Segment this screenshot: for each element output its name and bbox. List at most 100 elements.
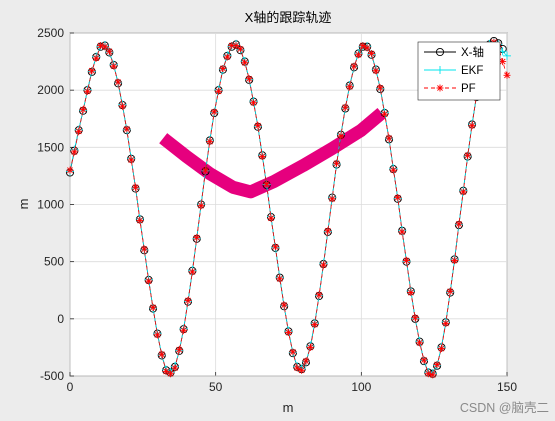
- data-point-star: [223, 53, 231, 61]
- data-point-star-d2: [137, 217, 143, 224]
- data-point-star: [114, 78, 122, 86]
- data-point-star-d2: [158, 351, 165, 358]
- data-point-star-d2: [469, 122, 475, 129]
- data-point-star: [337, 132, 345, 140]
- data-point-star-d2: [303, 358, 309, 365]
- data-point-star: [153, 331, 161, 339]
- data-point-star-d2: [228, 42, 235, 49]
- y-tick-label: -500: [40, 369, 64, 383]
- data-point-star-d2: [220, 65, 226, 72]
- data-point-star: [101, 43, 109, 51]
- data-point-star-d2: [268, 215, 274, 222]
- data-point-star-d2: [154, 331, 161, 338]
- data-point-star: [250, 99, 258, 107]
- data-point-star-d2: [110, 63, 117, 70]
- x-axis-label: m: [283, 400, 294, 415]
- data-point-star-d2: [185, 297, 191, 304]
- data-point-star-d2: [451, 257, 458, 264]
- data-point-star-d2: [298, 367, 305, 374]
- data-point-star: [201, 166, 209, 174]
- data-point-star: [324, 227, 332, 235]
- data-point-star: [398, 228, 406, 236]
- data-point-star: [210, 108, 218, 116]
- legend-entries: X-轴 EKF PF: [424, 45, 484, 95]
- data-point-star-d2: [132, 184, 139, 191]
- data-point-star-d2: [254, 122, 261, 129]
- data-point-star: [464, 151, 472, 159]
- data-point-star: [66, 166, 74, 174]
- data-point-star-d2: [342, 104, 349, 111]
- data-point-star: [429, 371, 437, 379]
- data-point-star-d2: [211, 108, 218, 115]
- overlay-stroke: [159, 108, 386, 199]
- data-point-star: [363, 44, 371, 52]
- x-tick-label: 0: [67, 380, 74, 394]
- data-point-star-d2: [338, 132, 344, 139]
- data-point-star-d2: [355, 51, 362, 58]
- data-point-star: [372, 67, 380, 75]
- y-tick-label: 0: [57, 312, 64, 326]
- data-point-star: [241, 59, 249, 67]
- data-point-star-d2: [150, 304, 156, 311]
- data-point-star: [197, 202, 205, 210]
- data-point-star: [175, 346, 183, 354]
- data-point-star-d2: [504, 72, 510, 79]
- data-point-star: [407, 289, 415, 297]
- data-point-star-d2: [333, 160, 340, 167]
- data-point-star: [127, 156, 135, 164]
- data-point-star-d2: [456, 221, 462, 227]
- y-tick-label: 2500: [37, 26, 64, 40]
- data-point-star: [140, 245, 148, 253]
- data-point-star-d2: [123, 126, 130, 132]
- legend: X-轴 EKF PF: [417, 41, 501, 101]
- data-point-star-d2: [215, 88, 222, 95]
- data-point-star: [328, 195, 336, 203]
- legend-marker-star-d2: [437, 85, 443, 91]
- data-point-star-d2: [407, 289, 414, 296]
- data-point-star: [276, 275, 284, 283]
- overlay-line: [159, 108, 386, 199]
- data-point-star-d2: [294, 365, 301, 371]
- data-point-star-d2: [390, 167, 397, 174]
- y-tick-label: 1000: [37, 198, 64, 212]
- data-point-star: [420, 356, 428, 364]
- data-point-star: [311, 321, 319, 329]
- data-point-star-d2: [171, 365, 178, 371]
- data-point-star-d2: [206, 138, 213, 145]
- data-point-star-d2: [346, 83, 353, 90]
- data-point-star-d2: [377, 84, 384, 91]
- data-point-star: [75, 127, 83, 135]
- data-point-star-d2: [71, 148, 78, 155]
- data-point-star: [341, 103, 349, 111]
- data-point-star: [315, 291, 323, 299]
- data-point-star-d2: [102, 43, 108, 50]
- data-point-star-d2: [324, 227, 331, 234]
- data-point-star-d2: [189, 269, 196, 275]
- data-point-star: [105, 47, 113, 55]
- data-point-star-d2: [386, 135, 392, 142]
- data-point-star: [254, 122, 262, 130]
- data-point-star-d2: [425, 370, 432, 377]
- data-point-star: [319, 261, 327, 269]
- data-point-star-d2: [259, 153, 266, 160]
- data-point-star: [193, 234, 201, 242]
- data-point-star: [350, 62, 358, 70]
- data-point-star-d2: [141, 246, 148, 253]
- data-point-star: [376, 84, 384, 92]
- data-point-star-d2: [145, 278, 152, 285]
- data-point-star: [149, 303, 157, 311]
- data-point-star: [416, 339, 424, 347]
- data-point-star: [136, 217, 144, 225]
- data-point-star: [171, 364, 179, 372]
- legend-box: [417, 41, 501, 101]
- data-point-star-d2: [167, 370, 174, 377]
- data-point-star-d2: [316, 291, 323, 298]
- y-tick-label: 500: [44, 255, 64, 269]
- data-point-star: [258, 152, 266, 160]
- data-point-star-d2: [320, 262, 327, 269]
- legend-label-circle: X-轴: [461, 45, 484, 59]
- data-point-star: [167, 370, 175, 378]
- data-point-star: [83, 87, 91, 95]
- data-point-star-d2: [88, 67, 95, 74]
- data-point-star-d2: [237, 46, 244, 52]
